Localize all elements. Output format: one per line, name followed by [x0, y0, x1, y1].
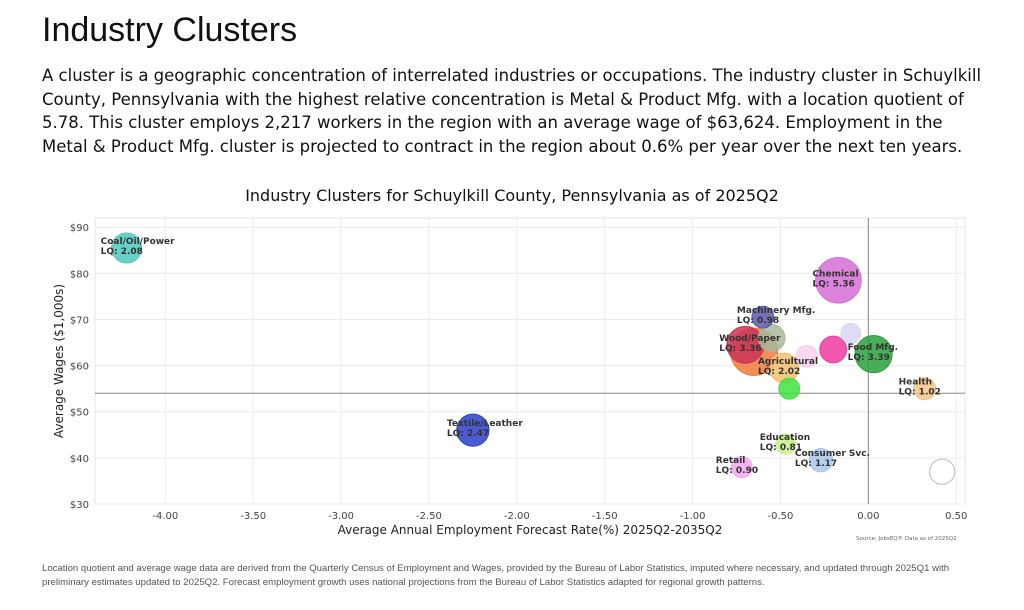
- bubble-lq-label: LQ: 0.90: [716, 466, 758, 476]
- y-axis-label: Average Wages ($1,000s): [52, 284, 66, 438]
- x-tick-label: -3.00: [328, 511, 354, 522]
- bubble-lq-label: LQ: 1.17: [795, 459, 837, 469]
- bubble-point[interactable]: [775, 433, 797, 455]
- bubble-lq-label: LQ: 3.39: [848, 353, 890, 363]
- footnote: Location quotient and average wage data …: [42, 563, 950, 588]
- bubble-point[interactable]: [751, 305, 775, 329]
- bubble-name-label: Health: [899, 378, 933, 388]
- bubble-name-label: Agricultural: [758, 357, 818, 367]
- bubble-lq-label: LQ: 2.02: [758, 367, 800, 377]
- x-tick-label: -2.00: [504, 511, 530, 522]
- bubble-lq-label: LQ: 1.02: [899, 388, 941, 398]
- bubble-name-label: Education: [760, 433, 810, 443]
- x-tick-label: -2.50: [416, 511, 442, 522]
- source-note: Source: JobsEQ® Data as of 2025Q2: [856, 536, 957, 542]
- bubble-name-label: Coal/Oil/Power: [101, 237, 176, 247]
- y-tick-label: $70: [70, 315, 89, 326]
- bubble-point[interactable]: [730, 456, 753, 479]
- bubble-point[interactable]: [840, 322, 862, 344]
- chart-title: Industry Clusters for Schuylkill County,…: [245, 186, 779, 205]
- intro-paragraph: A cluster is a geographic concentration …: [42, 66, 982, 156]
- page-title: Industry Clusters: [42, 11, 298, 49]
- x-tick-label: 0.00: [857, 511, 879, 522]
- bubble-lq-label: LQ: 2.08: [101, 247, 143, 257]
- x-tick-label: -3.50: [240, 511, 266, 522]
- bubble-name-label: Machinery Mfg.: [737, 306, 816, 316]
- y-tick-label: $40: [70, 454, 89, 465]
- y-tick-label: $30: [70, 500, 89, 511]
- bubble-name-label: Chemical: [812, 269, 858, 279]
- bubble-point[interactable]: [778, 377, 801, 400]
- x-tick-label: -1.00: [680, 511, 706, 522]
- bubble-name-label: Textile/Leather: [447, 419, 523, 429]
- bubble-point[interactable]: [111, 232, 143, 264]
- bubble-point[interactable]: [808, 447, 834, 473]
- x-tick-label: -1.50: [592, 511, 618, 522]
- bubble-name-label: Retail: [716, 456, 746, 466]
- bubble-lq-label: LQ: 0.98: [737, 316, 779, 326]
- bubble-lq-label: LQ: 0.81: [760, 443, 802, 453]
- bubble-point[interactable]: [757, 324, 786, 352]
- x-axis-label: Average Annual Employment Forecast Rate(…: [338, 523, 723, 537]
- y-tick-label: $60: [70, 362, 89, 373]
- bubble-name-label: Consumer Svc.: [795, 449, 870, 459]
- bubbles: [111, 232, 956, 485]
- bubble-point[interactable]: [912, 377, 937, 401]
- x-tick-label: -0.50: [768, 511, 794, 522]
- x-tick-label: 0.50: [945, 511, 967, 522]
- bubble-lq-label: LQ: 3.36: [719, 344, 761, 354]
- bubble-lq-label: LQ: 2.47: [447, 429, 489, 439]
- y-tick-label: $90: [70, 223, 89, 234]
- axis-ticks: -4.00 -3.50 -3.00 -2.50 -2.00 -1.50 -1.00 -0.50…: [70, 223, 967, 522]
- bubble-point[interactable]: [456, 413, 490, 447]
- bubble-point[interactable]: [815, 256, 862, 304]
- x-tick-label: -4.00: [152, 511, 178, 522]
- bubble-lq-label: LQ: 5.36: [812, 279, 854, 289]
- y-tick-label: $50: [70, 408, 89, 419]
- bubble-point[interactable]: [854, 334, 893, 374]
- bubble-name-label: Wood/Paper: [719, 334, 781, 344]
- bubble-point[interactable]: [929, 458, 956, 485]
- bubble-name-label: Food Mfg.: [848, 343, 898, 353]
- y-tick-label: $80: [70, 269, 89, 280]
- bubble-point[interactable]: [819, 335, 848, 364]
- bubble-point[interactable]: [795, 344, 819, 368]
